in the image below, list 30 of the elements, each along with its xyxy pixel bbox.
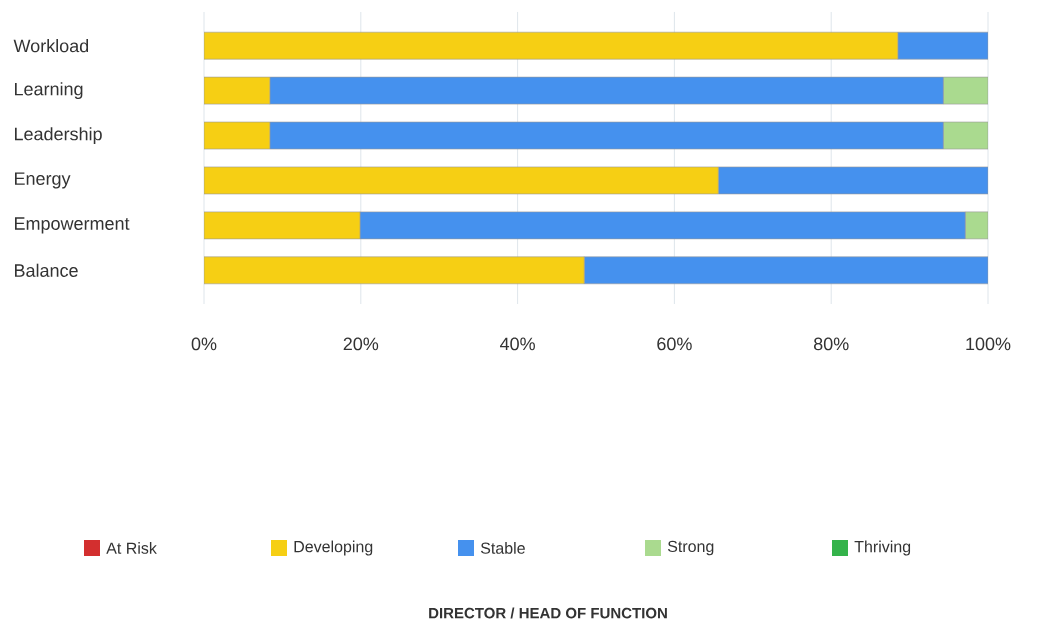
- bar: [718, 166, 989, 195]
- legend-label: Thriving: [854, 540, 911, 556]
- bar: [204, 211, 361, 240]
- y-tick-label: Energy: [15, 172, 71, 189]
- x-tick-label: 80%: [813, 337, 849, 351]
- y-tick-label: Empowerment: [15, 217, 130, 234]
- bar: [204, 256, 585, 285]
- bar: [204, 76, 271, 105]
- x-tick-label: 100%: [966, 337, 1011, 351]
- x-tick-label: 20%: [343, 337, 379, 351]
- y-tick-label: Learning: [15, 82, 83, 99]
- x-tick-label: 60%: [657, 337, 692, 351]
- legend-label: At Risk: [106, 542, 157, 554]
- bar: [204, 166, 719, 195]
- bar: [204, 31, 899, 60]
- bar: [204, 121, 271, 150]
- bar: [583, 256, 989, 285]
- y-tick-label: Workload: [13, 39, 89, 53]
- bar: [359, 211, 966, 240]
- x-tick-label: 40%: [500, 337, 535, 351]
- y-tick-label: Leadership: [15, 127, 102, 144]
- x-tick-label: 0%: [191, 337, 217, 351]
- y-tick-label: Balance: [15, 263, 78, 277]
- bar: [269, 76, 944, 105]
- text: DIRECTOR / HEAD OF FUNCTION: [429, 607, 667, 619]
- legend-label: Stable: [480, 542, 525, 554]
- legend-label: Strong: [667, 540, 714, 556]
- legend-label: Developing: [294, 540, 373, 556]
- bar: [269, 121, 944, 150]
- bar: [897, 31, 989, 60]
